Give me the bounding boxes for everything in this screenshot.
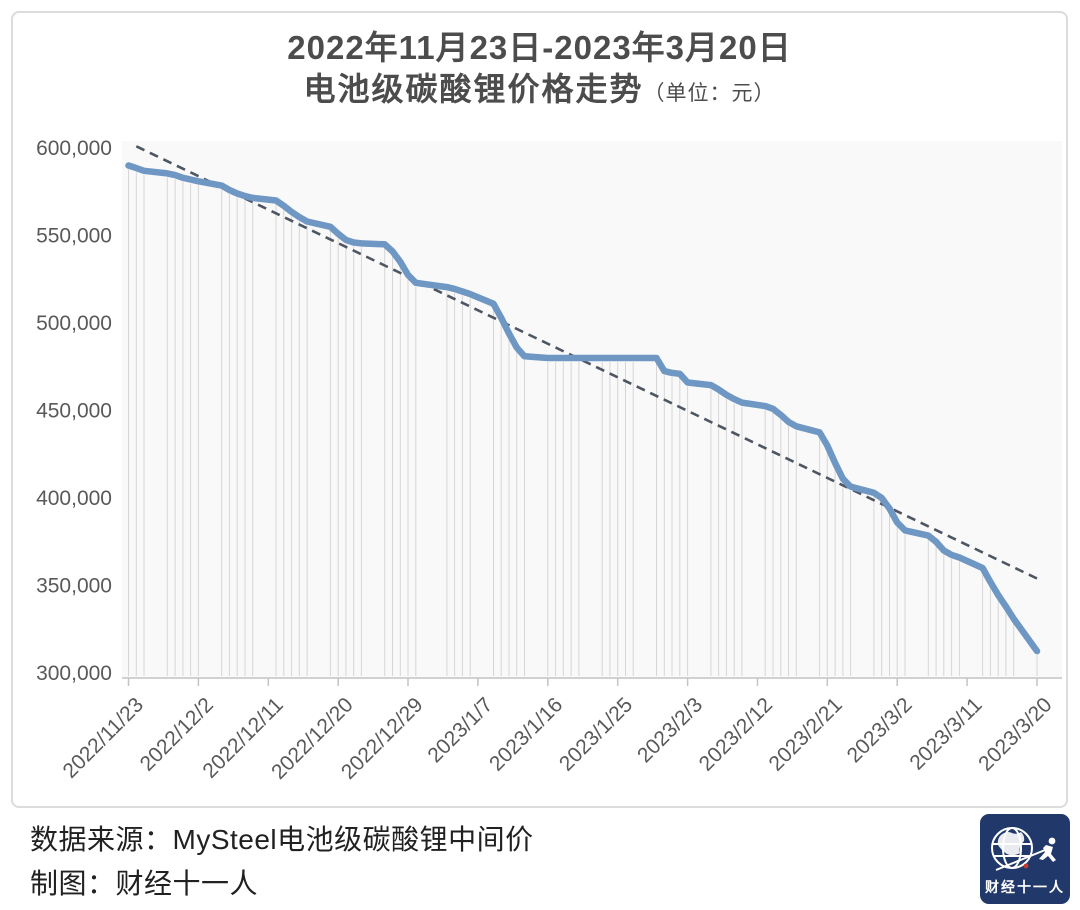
- chart-credit-text: 制图：财经十一人: [30, 868, 259, 899]
- data-source-text: 数据来源：MySteel电池级碳酸锂中间价: [30, 824, 534, 855]
- svg-text:450,000: 450,000: [36, 400, 112, 423]
- logo-text: 财经十一人: [985, 879, 1065, 895]
- x-axis: [122, 677, 1062, 686]
- svg-text:2023/3/11: 2023/3/11: [905, 693, 986, 774]
- svg-text:2023/3/20: 2023/3/20: [974, 693, 1056, 775]
- svg-text:2023/1/25: 2023/1/25: [555, 693, 637, 775]
- price-line: [125, 162, 1041, 655]
- chart-title-unit: （单位：元）: [643, 82, 776, 105]
- svg-text:500,000: 500,000: [36, 312, 112, 335]
- chart-title-subject: 电池级碳酸锂价格走势（单位：元）: [13, 69, 1066, 114]
- drop-lines: [128, 169, 1038, 676]
- svg-text:2023/2/21: 2023/2/21: [765, 693, 847, 775]
- svg-text:600,000: 600,000: [36, 137, 112, 160]
- svg-text:400,000: 400,000: [36, 487, 112, 510]
- chart-title: 2022年11月23日-2023年3月20日 电池级碳酸锂价格走势（单位：元）: [13, 27, 1066, 114]
- caijing-eleven-logo: 财经十一人: [980, 814, 1070, 904]
- svg-text:350,000: 350,000: [36, 575, 112, 598]
- svg-text:2023/2/12: 2023/2/12: [695, 693, 777, 775]
- x-axis-labels: 2022/11/232022/12/22022/12/112022/12/202…: [59, 693, 1057, 784]
- svg-text:2023/1/7: 2023/1/7: [423, 693, 497, 767]
- plot-background: [122, 141, 1062, 678]
- svg-text:2023/3/2: 2023/3/2: [843, 693, 917, 767]
- logo-globe-runner-icon: [991, 827, 1056, 871]
- chart-title-date-range: 2022年11月23日-2023年3月20日: [287, 29, 792, 66]
- svg-text:2022/11/23: 2022/11/23: [59, 693, 148, 782]
- svg-text:2023/2/3: 2023/2/3: [633, 693, 707, 767]
- svg-text:300,000: 300,000: [36, 662, 112, 685]
- chart-title-subject-text: 电池级碳酸锂价格走势: [303, 71, 644, 107]
- svg-text:2023/1/16: 2023/1/16: [485, 693, 567, 775]
- svg-text:550,000: 550,000: [36, 225, 112, 248]
- y-axis-labels: 600,000 550,000 500,000 450,000 400,000 350,0…: [36, 137, 112, 685]
